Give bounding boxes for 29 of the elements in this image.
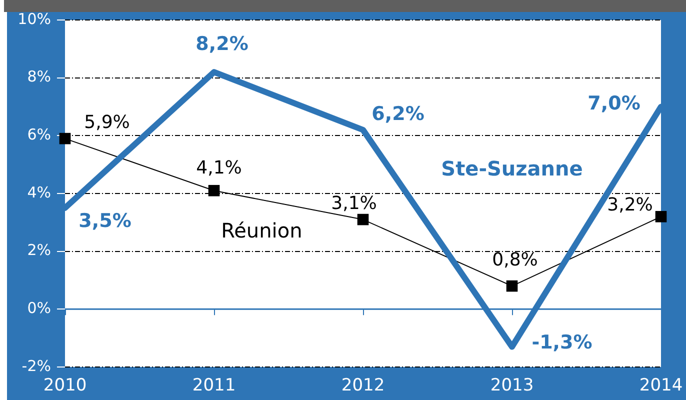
series-label: Réunion	[221, 218, 302, 242]
data-label: 3,1%	[331, 193, 377, 214]
y-tick-label: 4%	[27, 183, 51, 202]
data-label: 8,2%	[196, 32, 248, 55]
series-label: Ste-Suzanne	[441, 156, 583, 181]
y-tick-label: -2%	[22, 356, 51, 375]
data-label: 7,0%	[588, 92, 640, 115]
data-label: 4,1%	[196, 157, 242, 178]
data-label: 3,5%	[78, 210, 132, 232]
y-tick-label: 10%	[18, 10, 51, 28]
x-tick-label: 2014	[639, 376, 683, 396]
y-tick-label: 0%	[27, 299, 51, 318]
point	[357, 214, 369, 226]
x-tick-label: 2012	[341, 376, 385, 396]
data-label: 6,2%	[372, 102, 424, 125]
point	[655, 210, 667, 222]
x-tick-label: 2011	[192, 376, 236, 396]
x-tick-label: 2013	[490, 376, 534, 396]
y-tick-label: 8%	[27, 68, 51, 86]
point	[506, 280, 518, 292]
data-label: -1,3%	[532, 332, 592, 354]
y-tick-label: 6%	[27, 126, 51, 144]
data-label: 0,8%	[492, 250, 538, 271]
data-label: 5,9%	[84, 112, 130, 134]
point	[208, 184, 220, 196]
data-label: 3,2%	[607, 194, 653, 216]
point	[59, 132, 71, 144]
y-tick-label: 2%	[27, 241, 51, 260]
x-tick-label: 2010	[43, 376, 87, 396]
